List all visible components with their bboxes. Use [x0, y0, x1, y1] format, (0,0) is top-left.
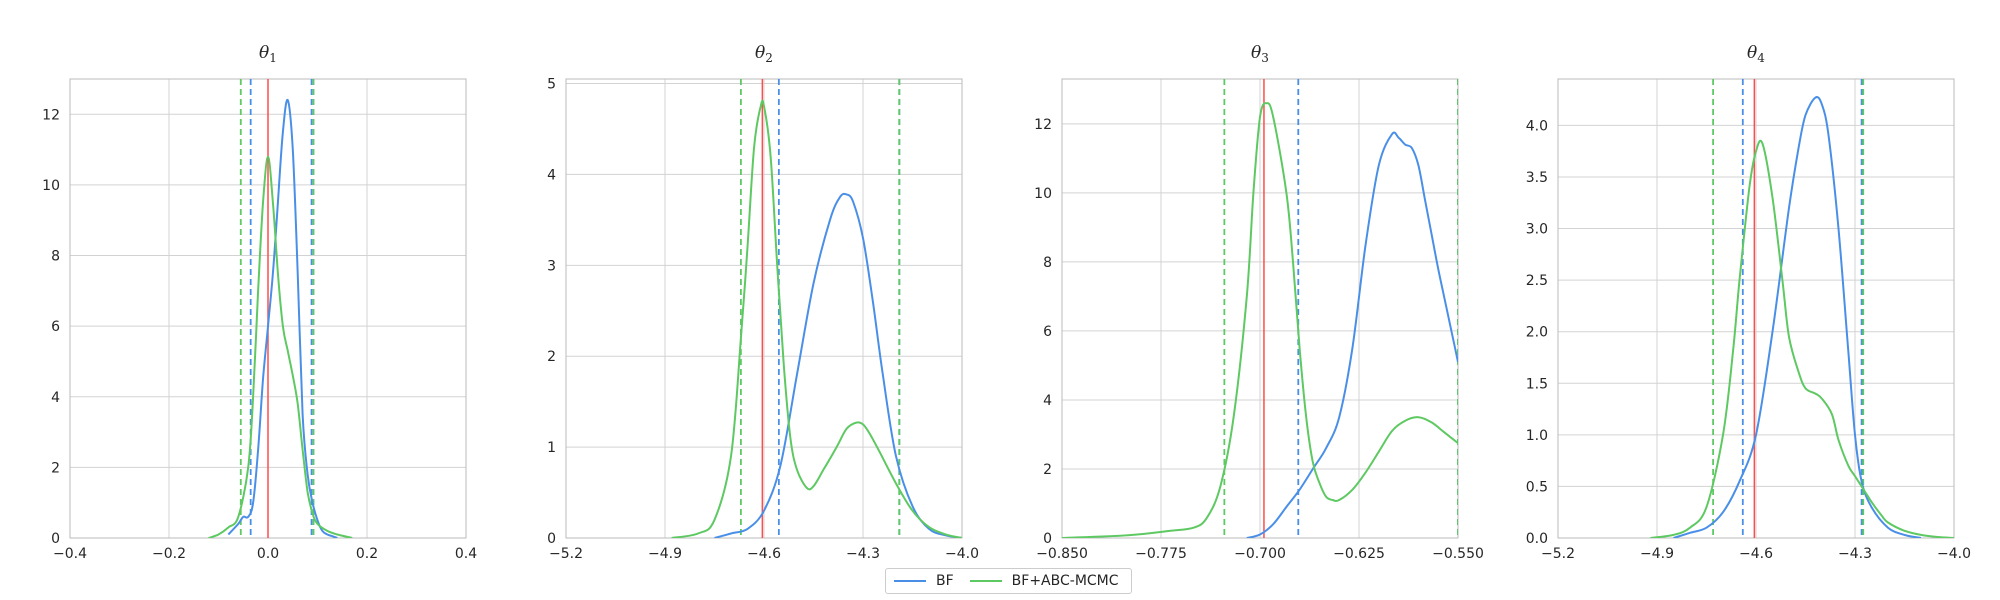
- density-curve-bf: [1673, 96, 1922, 538]
- y-tick-label: 0: [1043, 531, 1052, 547]
- y-tick-label: 3.5: [1526, 170, 1548, 186]
- legend: BF BF+ABC-MCMC: [885, 568, 1132, 594]
- plot-frame: [565, 78, 963, 539]
- x-tick-label: −4.9: [1640, 546, 1674, 562]
- y-tick-label: 2: [51, 460, 60, 476]
- y-tick-label: 2.5: [1526, 273, 1548, 289]
- y-tick-label: 1.0: [1526, 428, 1548, 444]
- legend-label-abc: BF+ABC-MCMC: [1011, 573, 1119, 589]
- y-tick-label: 2: [1043, 462, 1052, 478]
- legend-swatch-bf: [894, 580, 926, 582]
- y-tick-label: 3: [547, 258, 556, 274]
- y-tick-label: 0.5: [1526, 479, 1548, 495]
- panel-title: θ4: [1747, 43, 1765, 65]
- legend-item-abc: BF+ABC-MCMC: [969, 573, 1119, 589]
- legend-swatch-abc: [969, 580, 1002, 582]
- y-tick-label: 5: [547, 77, 556, 93]
- x-tick-label: −0.550: [1432, 546, 1484, 562]
- y-tick-label: 0: [547, 531, 556, 547]
- plot-area: [1650, 79, 1954, 538]
- y-tick-label: 0: [51, 531, 60, 547]
- y-tick-label: 2.0: [1526, 325, 1548, 341]
- y-tick-label: 4: [547, 167, 556, 183]
- x-tick-label: −0.4: [53, 546, 87, 562]
- x-tick-label: −4.3: [1838, 546, 1872, 562]
- y-tick-label: 6: [1043, 324, 1052, 340]
- x-tick-label: −0.2: [152, 546, 186, 562]
- x-tick-label: −5.2: [1541, 546, 1575, 562]
- x-tick-label: −5.2: [549, 546, 583, 562]
- density-curve-abc: [208, 155, 353, 538]
- plot-frame: [1557, 78, 1955, 539]
- density-curve-bf: [714, 192, 962, 538]
- y-tick-label: 3.0: [1526, 222, 1548, 238]
- density-curve-abc: [1650, 139, 1954, 538]
- y-tick-label: 8: [51, 249, 60, 265]
- y-tick-label: 8: [1043, 255, 1052, 271]
- density-curve-abc: [671, 99, 962, 538]
- x-tick-label: −4.6: [747, 546, 781, 562]
- x-tick-label: −0.625: [1333, 546, 1385, 562]
- x-tick-label: −0.850: [1036, 546, 1088, 562]
- panel-title: θ3: [1251, 43, 1269, 65]
- y-tick-label: 10: [42, 178, 60, 194]
- panel-1: −0.4 −0.2 0.0 0.2 0.4 0 2 4 6 8 10 12 θ1: [42, 43, 477, 562]
- panel-2: −5.2 −4.9 −4.6 −4.3 −4.0 0 1 2 3 4 5 θ2: [547, 43, 979, 562]
- panel-3: −0.850 −0.775 −0.700 −0.625 −0.550 0 2 4 6 8 10 12 θ…: [1034, 43, 1484, 562]
- x-tick-label: −4.6: [1739, 546, 1773, 562]
- x-tick-label: 0.4: [455, 546, 477, 562]
- y-tick-label: 2: [547, 349, 556, 365]
- panel-title: θ2: [755, 43, 773, 65]
- y-tick-label: 12: [42, 107, 60, 123]
- y-tick-label: 4: [1043, 393, 1052, 409]
- y-tick-label: 1.5: [1526, 376, 1548, 392]
- plot-area: [208, 79, 353, 538]
- plot-frame: [1061, 78, 1459, 539]
- x-tick-label: −4.0: [945, 546, 979, 562]
- x-tick-label: −4.9: [648, 546, 682, 562]
- y-tick-label: 4: [51, 390, 60, 406]
- plot-area: [1062, 79, 1458, 538]
- y-tick-label: 4.0: [1526, 118, 1548, 134]
- x-tick-label: −4.0: [1937, 546, 1971, 562]
- x-tick-label: −4.3: [846, 546, 880, 562]
- y-tick-label: 10: [1034, 186, 1052, 202]
- panel-4: −5.2 −4.9 −4.6 −4.3 −4.0 0.0 0.5 1.0 1.5 2.0 2.5 3.…: [1526, 43, 1971, 562]
- x-tick-label: 0.0: [257, 546, 279, 562]
- legend-item-bf: BF: [894, 573, 954, 589]
- x-tick-label: −0.700: [1234, 546, 1286, 562]
- y-tick-label: 1: [547, 440, 556, 456]
- legend-label-bf: BF: [936, 573, 954, 589]
- plot-area: [671, 79, 962, 538]
- y-tick-label: 0.0: [1526, 531, 1548, 547]
- y-tick-label: 6: [51, 319, 60, 335]
- y-tick-label: 12: [1034, 117, 1052, 133]
- density-curve-bf: [1246, 131, 1458, 538]
- x-tick-label: −0.775: [1135, 546, 1187, 562]
- density-curve-abc: [1062, 102, 1458, 538]
- panel-title: θ1: [259, 43, 277, 65]
- x-tick-label: 0.2: [356, 546, 378, 562]
